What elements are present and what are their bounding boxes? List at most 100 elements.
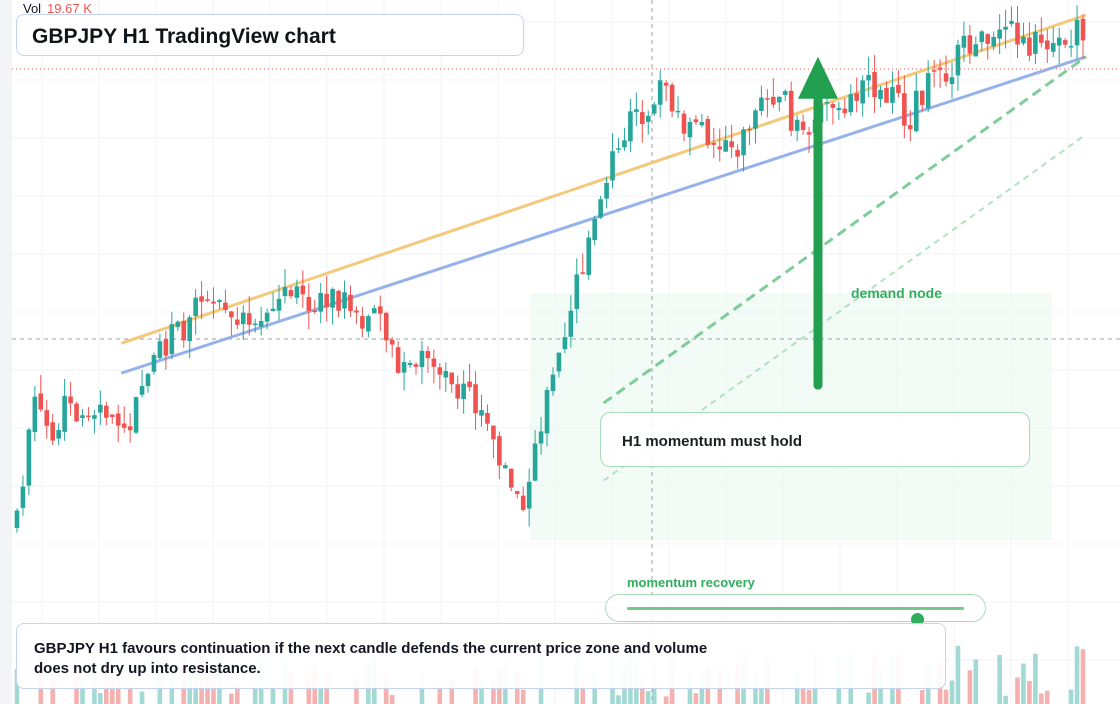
- candle-up: [1009, 20, 1014, 24]
- candle-up: [14, 510, 20, 528]
- candle-up: [979, 31, 985, 43]
- trendline-lower: [120, 55, 1087, 375]
- volume-bar: [973, 659, 979, 704]
- volume-bar: [997, 654, 1002, 704]
- momentum-recovery-meter: [605, 594, 986, 626]
- candle-down: [223, 302, 228, 311]
- candle-up: [955, 44, 961, 76]
- candle-up: [401, 362, 407, 373]
- candle-up: [544, 389, 550, 434]
- candle-down: [163, 339, 169, 356]
- candle-down: [806, 132, 812, 135]
- analysis-note: GBPJPY H1 favours continuation if the ne…: [34, 640, 708, 677]
- candle-down: [181, 320, 187, 341]
- candle-up: [866, 74, 871, 81]
- recovery-track: [627, 607, 964, 626]
- candle-down: [514, 491, 520, 494]
- candle-down: [1015, 22, 1020, 45]
- candle-down: [830, 104, 836, 108]
- candle-up: [1003, 26, 1008, 30]
- volume-bar: [235, 683, 240, 704]
- candle-down: [348, 294, 353, 311]
- volume-bar: [1068, 689, 1074, 704]
- candle-down: [306, 296, 312, 311]
- candle-down: [127, 426, 133, 431]
- candle-down: [288, 290, 294, 297]
- volume-bar: [1039, 693, 1044, 704]
- momentum-recovery-label: momentum recovery: [627, 575, 755, 590]
- volume-bar: [943, 689, 949, 704]
- candle-up: [949, 77, 955, 85]
- candle-down: [908, 125, 913, 130]
- candle-down: [38, 393, 44, 410]
- candle-down: [449, 372, 455, 385]
- candle-down: [109, 414, 115, 417]
- candle-up: [634, 109, 639, 113]
- candle-down: [455, 384, 460, 399]
- arrow-head: [798, 56, 838, 99]
- candle-up: [538, 431, 544, 444]
- candle-down: [640, 112, 645, 124]
- volume-bar: [211, 679, 216, 704]
- candle-down: [705, 119, 711, 145]
- candle-down: [300, 285, 306, 295]
- candle-up: [217, 300, 222, 303]
- volume-bar: [580, 680, 586, 704]
- volume-bar: [306, 677, 312, 704]
- trendline-support-dashed: [602, 55, 1087, 405]
- volume-bar: [354, 677, 359, 704]
- candle-up: [794, 119, 800, 131]
- candle-down: [735, 149, 740, 157]
- candle-down: [711, 143, 717, 145]
- candle-up: [890, 87, 895, 103]
- volume-bar: [1021, 663, 1026, 704]
- candle-down: [919, 90, 925, 105]
- price-scale-strip: [0, 0, 12, 704]
- candle-up: [1021, 36, 1026, 44]
- candle-down: [377, 306, 383, 314]
- candle-down: [520, 495, 526, 510]
- candle-down: [68, 396, 73, 404]
- candle-up: [753, 110, 758, 129]
- candle-down: [729, 141, 734, 148]
- candle-down: [491, 425, 496, 440]
- candle-down: [896, 84, 901, 93]
- volume-readout: Vol 19.67 K: [23, 1, 92, 16]
- candle-up: [913, 90, 919, 132]
- title-card: GBPJPY H1 TradingView chart: [16, 14, 524, 56]
- volume-bar: [645, 691, 651, 704]
- candle-down: [121, 423, 127, 428]
- candle-up: [592, 218, 597, 241]
- candle-up: [187, 317, 192, 342]
- candle-down: [205, 299, 210, 301]
- volume-bar: [252, 684, 258, 704]
- chart-title: GBPJPY H1 TradingView chart: [32, 25, 336, 48]
- candle-up: [628, 111, 633, 142]
- candle-up: [252, 323, 258, 326]
- candle-up: [860, 80, 865, 104]
- candle-up: [526, 481, 532, 509]
- candle-up: [151, 355, 157, 372]
- candle-up: [264, 312, 270, 322]
- volume-bar: [806, 689, 812, 704]
- candle-down: [413, 364, 419, 367]
- volume-bar: [759, 684, 764, 704]
- candle-up: [169, 324, 175, 355]
- volume-bar: [229, 693, 234, 704]
- candle-up: [741, 129, 746, 156]
- candle-up: [145, 373, 151, 387]
- volume-bar: [139, 691, 145, 704]
- candle-down: [943, 73, 949, 82]
- candle-down: [717, 146, 723, 150]
- volume-bar: [616, 695, 621, 704]
- candle-up: [1074, 19, 1080, 46]
- candle-up: [133, 397, 139, 433]
- candle-down: [1080, 18, 1086, 41]
- candle-up: [723, 140, 728, 152]
- candle-up: [318, 292, 324, 312]
- candle-down: [324, 293, 329, 308]
- volume-bar: [1074, 646, 1080, 704]
- candle-up: [616, 148, 621, 150]
- candle-up: [1056, 37, 1062, 46]
- volume-bar: [205, 675, 210, 704]
